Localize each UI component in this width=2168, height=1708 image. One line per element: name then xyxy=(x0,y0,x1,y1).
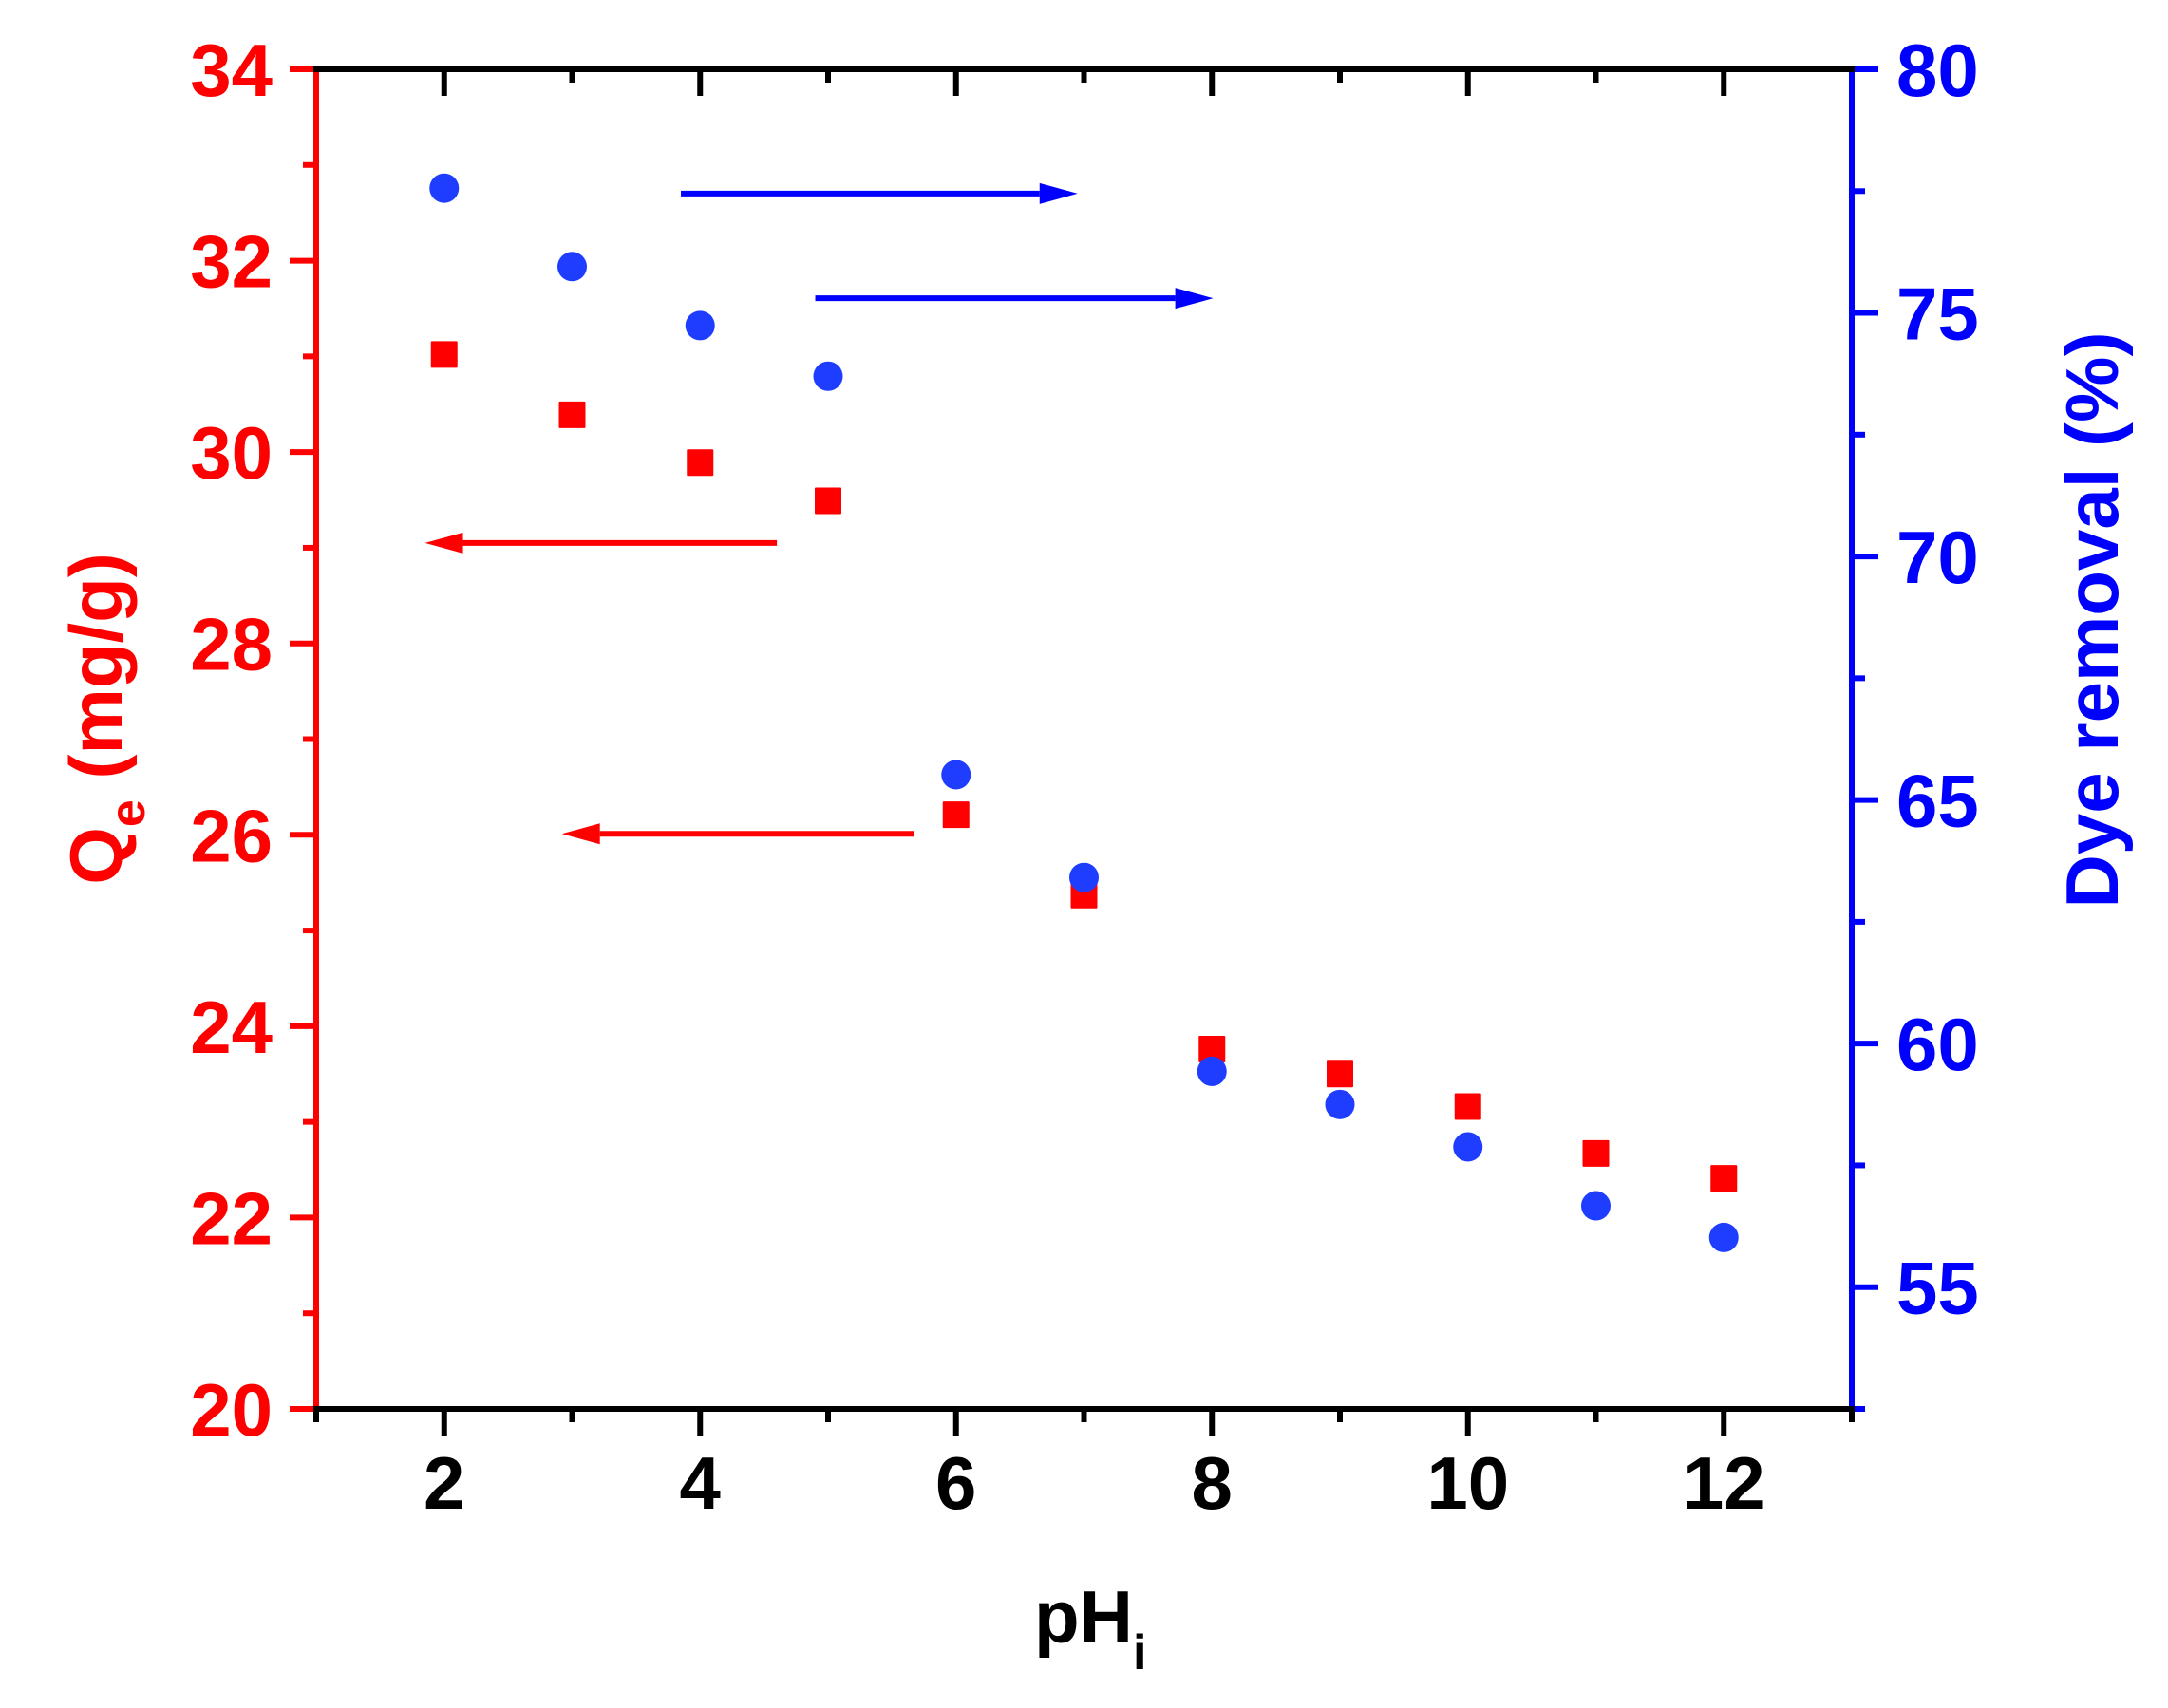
square-marker xyxy=(430,341,458,368)
square-marker xyxy=(1198,1036,1226,1063)
circle-marker xyxy=(1708,1222,1739,1252)
left-axis-label-group: Qe (mg/g) xyxy=(54,553,156,885)
x-axis-label-subscript: i xyxy=(1133,1625,1146,1680)
left-y-tick-label: 22 xyxy=(190,1176,273,1260)
x-tick-label: 6 xyxy=(935,1441,976,1525)
series-dye-removal-markers xyxy=(429,173,1739,1252)
circle-marker xyxy=(1581,1191,1611,1221)
circle-marker xyxy=(557,252,587,282)
right-axis-label: Dye removal (%) xyxy=(2050,332,2134,909)
square-marker xyxy=(558,401,586,428)
square-marker xyxy=(942,801,970,829)
left-y-tick-label: 24 xyxy=(190,985,273,1069)
left-y-tick-label: 34 xyxy=(190,28,273,112)
left-axis-label-unit: (mg/g) xyxy=(54,553,138,799)
right-y-tick-label: 80 xyxy=(1896,28,1979,112)
right-y-tick-label: 75 xyxy=(1896,272,1979,356)
left-axis-label: Qe (mg/g) xyxy=(54,553,156,885)
square-marker xyxy=(815,487,841,515)
x-tick-label: 10 xyxy=(1426,1441,1509,1525)
arrow-right-icon xyxy=(1039,182,1078,204)
axis-indicator-arrows xyxy=(424,182,1214,845)
left-y-tick-label: 26 xyxy=(190,794,273,877)
circle-marker xyxy=(1325,1089,1355,1119)
square-marker xyxy=(1327,1060,1353,1088)
left-axis-label-subscript: e xyxy=(101,799,156,827)
left-y-tick-label: 30 xyxy=(190,411,273,495)
right-y-tick-label: 65 xyxy=(1896,760,1979,843)
circle-marker xyxy=(941,760,971,790)
circle-marker xyxy=(1197,1056,1227,1086)
arrow-left-icon xyxy=(561,823,600,845)
x-tick-label: 2 xyxy=(424,1441,464,1525)
plot-frame xyxy=(313,66,1855,1412)
left-y-tick-label: 28 xyxy=(190,603,273,686)
right-y-tick-label: 55 xyxy=(1896,1247,1979,1330)
right-axis-label-group: Dye removal (%) xyxy=(2050,332,2134,909)
left-y-tick-label: 20 xyxy=(190,1368,273,1452)
square-marker xyxy=(1710,1165,1738,1192)
arrow-left-icon xyxy=(424,532,463,554)
circle-marker xyxy=(429,173,460,203)
square-marker xyxy=(1582,1139,1610,1167)
arrow-right-icon xyxy=(1175,288,1214,310)
left-y-tick-label: 32 xyxy=(190,220,273,304)
x-tick-label: 8 xyxy=(1192,1441,1233,1525)
x-tick-label: 4 xyxy=(680,1441,721,1525)
square-marker xyxy=(687,449,714,477)
square-marker xyxy=(1454,1093,1481,1120)
circle-marker xyxy=(1069,862,1099,892)
x-axis-label-main: pH xyxy=(1034,1575,1133,1659)
circle-marker xyxy=(1453,1132,1483,1162)
left-axis-label-main: Q xyxy=(54,827,138,885)
circle-marker xyxy=(685,310,715,341)
right-y-tick-label: 60 xyxy=(1896,1003,1979,1086)
x-tick-label: 12 xyxy=(1683,1441,1765,1525)
x-axis-label: pHi xyxy=(1034,1575,1146,1680)
right-y-tick-label: 70 xyxy=(1896,516,1979,599)
circle-marker xyxy=(813,361,843,391)
